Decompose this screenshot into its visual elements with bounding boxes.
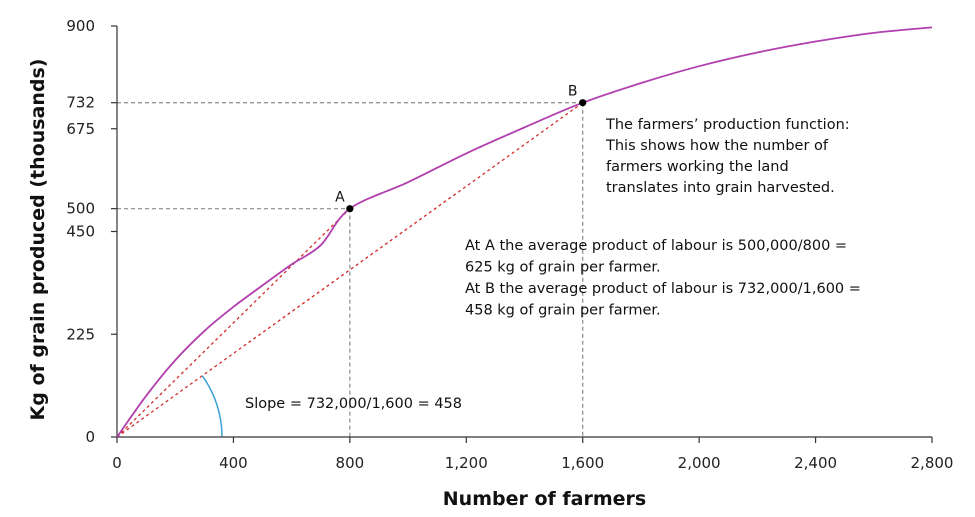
- y-tick-label: 225: [66, 325, 95, 343]
- function-note-line: The farmers’ production function:: [605, 117, 850, 133]
- point-a: [346, 205, 354, 213]
- y-tick-label: 675: [66, 120, 95, 138]
- production-curve: [116, 26, 933, 438]
- slope-angle-arc: [201, 375, 223, 438]
- x-tick-label: 400: [219, 454, 248, 472]
- function-note-line: translates into grain harvested.: [606, 180, 835, 196]
- x-tick-label: 1,600: [561, 454, 604, 472]
- ray-origin-to-a: [116, 208, 351, 438]
- y-tick-label: 500: [66, 200, 95, 218]
- x-tick-label: 0: [112, 454, 122, 472]
- x-tick-label: 800: [336, 454, 365, 472]
- point-b: [579, 99, 587, 107]
- x-tick-label: 1,200: [445, 454, 488, 472]
- average-note-line: 625 kg of grain per farmer.: [465, 260, 661, 276]
- slope-arc: [201, 375, 223, 438]
- y-tick-label: 450: [66, 223, 95, 241]
- axes: 0 400 800 1,200 1,600 2,000 2,400 2,800 0 225 450 5…: [66, 17, 953, 472]
- function-note-line: farmers working the land: [606, 159, 789, 175]
- production-function-line: [116, 26, 933, 438]
- y-tick-label: 0: [85, 428, 95, 446]
- x-axis-title: Number of farmers: [443, 488, 646, 510]
- x-tick-label: 2,400: [794, 454, 837, 472]
- slope-note: Slope = 732,000/1,600 = 458: [245, 396, 462, 412]
- y-tick-label: 732: [66, 94, 95, 112]
- point-label-a: A: [335, 190, 345, 206]
- y-tick-label: 900: [66, 17, 95, 35]
- guide-lines: [117, 102, 584, 437]
- average-note-line: At B the average product of labour is 73…: [465, 281, 861, 297]
- y-axis-title: Kg of grain produced (thousands): [27, 59, 49, 421]
- x-tick-label: 2,000: [678, 454, 721, 472]
- average-note-line: At A the average product of labour is 50…: [465, 238, 847, 254]
- average-product-rays: [116, 102, 584, 438]
- function-note-line: This shows how the number of: [605, 138, 829, 154]
- marked-points: AB: [335, 84, 587, 213]
- x-tick-label: 2,800: [911, 454, 954, 472]
- average-note-line: 458 kg of grain per farmer.: [465, 303, 661, 319]
- point-label-b: B: [568, 84, 578, 100]
- annotations: The farmers’ production function: This sh…: [245, 117, 861, 412]
